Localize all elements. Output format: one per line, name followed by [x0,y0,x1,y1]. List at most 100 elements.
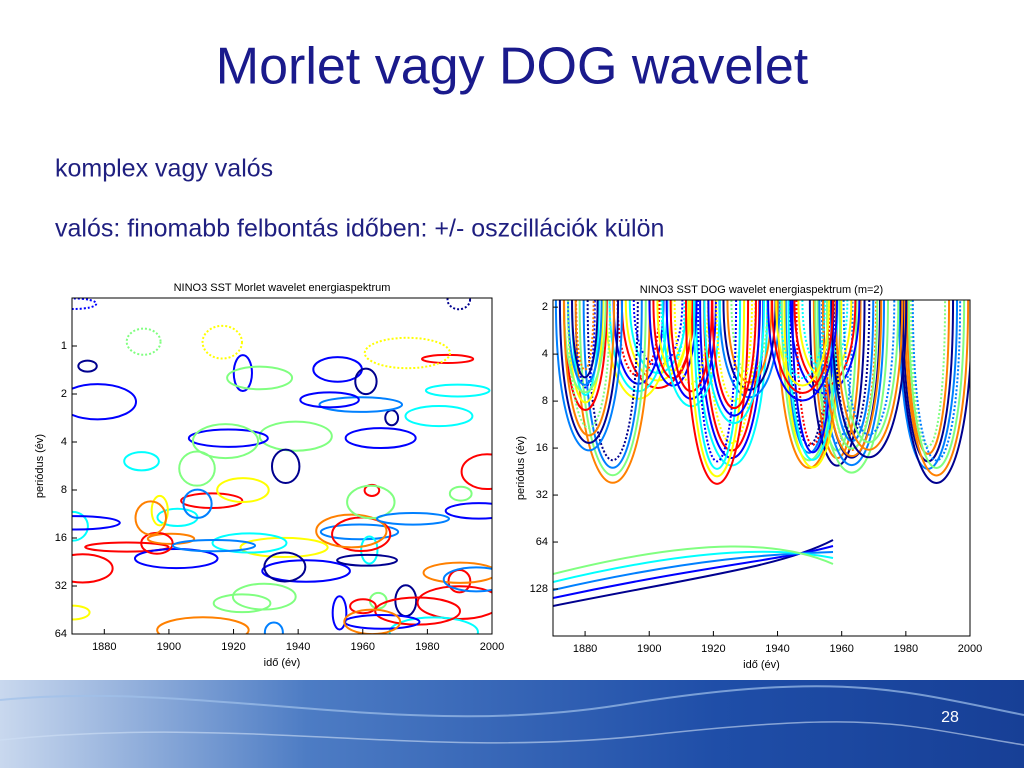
contour-line [216,477,270,503]
contour-line [133,547,219,570]
contour-line [767,300,838,402]
contour-line [562,300,616,437]
contour-line [783,300,843,469]
contour-line [336,553,398,567]
contour-line [318,396,404,413]
contour-line [187,428,269,448]
contour-line [826,300,878,452]
contour-line [84,541,170,553]
contour-line [331,595,348,631]
contour-line [834,300,904,451]
y-tick-label: 1 [61,340,67,352]
contour-line [201,324,243,360]
x-tick-label: 2000 [480,641,504,653]
contour-line [394,584,418,618]
contour-line [349,598,377,615]
contour-line [566,300,612,429]
x-tick-label: 1960 [829,643,853,655]
contour-line [258,420,333,452]
y-tick-label: 16 [55,532,67,544]
contour-line [575,300,595,371]
x-tick-label: 1960 [351,641,375,653]
bullet: valós: finomabb felbontás időben: +/- os… [55,215,664,243]
contour-line [146,532,196,545]
contour-line [72,510,89,542]
y-tick-label: 16 [536,442,548,454]
y-tick-label: 8 [61,484,67,496]
contour-line [421,353,475,364]
contour-line [707,300,757,444]
y-tick-label: 4 [542,348,548,360]
x-tick-label: 1880 [92,641,116,653]
contour-line [231,582,297,611]
x-tick-label: 1900 [637,643,661,655]
contour-line [558,300,620,444]
x-tick-label: 1940 [286,641,310,653]
contour-line [72,383,137,421]
chart-title: NINO3 SST DOG wavelet energiaspektrum (m… [640,284,883,296]
contour-line [363,336,451,370]
contour-line [72,515,121,531]
contour-line [72,298,98,311]
contour-line [319,523,400,541]
x-tick-label: 2000 [958,643,982,655]
contour-line [343,613,421,630]
contour-line [344,427,417,450]
contour-line [825,300,879,450]
contour-line [343,608,402,634]
contour-line [270,448,301,485]
plot-frame [71,297,493,635]
contour-line [444,502,492,520]
contour-line [673,300,709,385]
contour-line [821,300,883,457]
bullet: komplex vagy valós [55,155,273,183]
contour-line [818,300,886,466]
contour-line [263,621,284,634]
contour-line [442,566,492,593]
contour-line [830,300,908,458]
contour-line [907,300,966,469]
contour-line [156,616,250,634]
contour-line [707,300,761,417]
contour-line [404,405,474,428]
contour-line [446,298,472,311]
contour-line [211,532,288,554]
contour-line [838,300,900,443]
contour-line [689,300,746,478]
contour-line [553,545,834,575]
slide-title: Morlet vagy DOG wavelet [216,38,809,96]
contour-line [554,300,624,452]
y-tick-label: 8 [542,395,548,407]
contour-line [711,300,757,409]
contour-line [134,500,168,536]
y-tick-label: 64 [55,628,67,640]
contour-line [616,300,661,378]
contour-line [232,354,253,393]
contour-line [775,300,830,387]
contour-line [226,365,294,391]
contour-line [779,300,826,379]
footer-band [0,680,1024,768]
contour-line [72,553,114,584]
contour-line [685,300,750,485]
y-tick-label: 2 [542,301,548,313]
contour-line [553,551,834,591]
contour-line [123,451,160,472]
y-tick-label: 128 [530,583,548,595]
page-number: 28 [941,709,959,726]
contour-line [903,300,970,477]
contour-line [899,300,970,484]
contour-line [793,300,857,387]
contour-line [814,300,890,474]
contour-line [150,494,169,527]
contour-line [422,561,492,584]
contour-line [375,511,451,526]
contour-line [424,383,491,398]
contour-line [315,513,388,549]
x-tick-label: 1920 [221,641,245,653]
contour-line [715,300,753,402]
contour-line [791,300,835,454]
contour-line [571,300,599,379]
contour-line [906,300,951,455]
